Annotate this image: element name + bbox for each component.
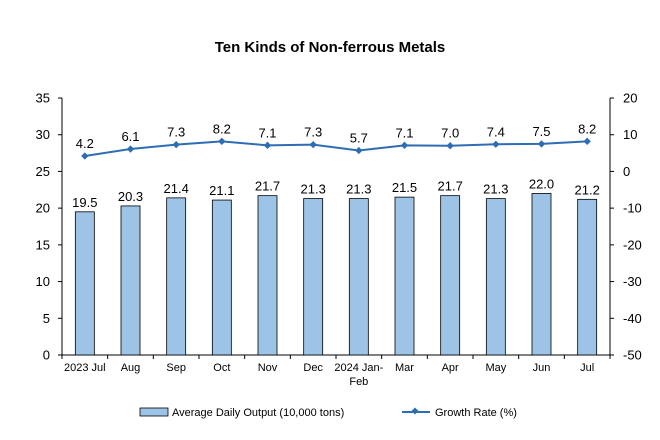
line-data-label: 7.1 xyxy=(395,125,413,140)
x-tick-label: May xyxy=(485,362,506,374)
right-tick-label: -50 xyxy=(623,348,642,363)
right-tick-label: 20 xyxy=(623,91,637,106)
bar-data-label: 21.3 xyxy=(346,182,371,197)
x-tick-label: Oct xyxy=(213,362,230,374)
line-point xyxy=(400,141,409,150)
right-tick-label: 0 xyxy=(623,164,630,179)
bar-data-label: 20.3 xyxy=(118,189,143,204)
line-point xyxy=(126,145,135,153)
bar xyxy=(211,199,232,356)
line-point xyxy=(583,137,591,145)
line-point xyxy=(355,146,363,155)
line-point xyxy=(81,152,89,160)
line-point xyxy=(218,137,226,145)
x-tick-label: Jul xyxy=(580,362,594,374)
bar-data-label: 22.0 xyxy=(529,176,554,191)
right-tick-label: 10 xyxy=(623,127,637,142)
legend-line-marker xyxy=(411,407,419,415)
bar xyxy=(74,211,95,356)
legend-bar-label: Average Daily Output (10,000 tons) xyxy=(172,407,344,419)
bar xyxy=(303,198,324,356)
bar xyxy=(485,198,506,356)
right-tick-label: -10 xyxy=(623,201,642,216)
line-point xyxy=(492,140,500,148)
x-tick-label: Nov xyxy=(258,362,278,374)
left-tick-label: 35 xyxy=(36,91,50,106)
left-tick-label: 10 xyxy=(36,274,50,289)
plot-area: 0 5 10 15 20 25 30 35 -50 -40 -30 -20 -10 0 10 20 2023 J… xyxy=(36,91,642,389)
bar xyxy=(577,198,598,356)
bar-data-label: 21.7 xyxy=(255,179,280,194)
line-data-label: 5.7 xyxy=(350,131,368,146)
legend-bar-swatch xyxy=(139,407,169,417)
legend: Average Daily Output (10,000 tons) Growt… xyxy=(139,407,517,419)
line-point xyxy=(263,141,272,150)
bar xyxy=(348,198,369,356)
bar xyxy=(440,195,461,356)
bar-data-label: 21.3 xyxy=(301,182,326,197)
bar-data-label: 21.7 xyxy=(438,179,463,194)
x-tick-label: Aug xyxy=(121,362,141,374)
x-tick-label: Sep xyxy=(166,362,186,374)
left-tick-label: 5 xyxy=(43,311,50,326)
right-tick-label: -40 xyxy=(623,311,642,326)
x-tick-label: Dec xyxy=(303,362,323,374)
line-data-label: 7.0 xyxy=(441,126,459,141)
line-point xyxy=(172,140,180,149)
right-tick-label: -20 xyxy=(623,237,642,252)
line-data-label: 7.1 xyxy=(258,125,276,140)
x-tick-label: 2024 Jan- xyxy=(334,362,383,374)
x-tick-label: Apr xyxy=(442,362,459,374)
line-data-label: 4.2 xyxy=(76,136,94,151)
bar xyxy=(257,195,278,356)
chart-title: Ten Kinds of Non-ferrous Metals xyxy=(215,39,446,56)
line-data-label: 7.3 xyxy=(304,125,322,140)
bar-data-label: 21.4 xyxy=(164,181,189,196)
line-data-label: 7.4 xyxy=(487,124,505,139)
x-tick-label: 2023 Jul xyxy=(64,362,106,374)
line-data-label: 8.2 xyxy=(578,121,596,136)
line-data-label: 6.1 xyxy=(121,129,139,144)
left-tick-label: 15 xyxy=(36,237,50,252)
growth-rate-line xyxy=(84,140,588,157)
line-point xyxy=(537,140,546,148)
bar xyxy=(531,193,552,356)
x-tick-label: Jun xyxy=(533,362,551,374)
legend-line-label: Growth Rate (%) xyxy=(435,407,517,419)
x-tick-label: Feb xyxy=(349,376,368,388)
left-tick-label: 0 xyxy=(43,348,50,363)
line-data-label: 7.5 xyxy=(532,124,550,139)
bar-data-label: 21.3 xyxy=(483,182,508,197)
left-tick-label: 20 xyxy=(36,201,50,216)
bar xyxy=(166,197,187,356)
right-tick-label: -30 xyxy=(623,274,642,289)
bar-data-label: 19.5 xyxy=(72,195,97,210)
line-point xyxy=(446,142,454,150)
bar-data-label: 21.5 xyxy=(392,180,417,195)
line-data-label: 8.2 xyxy=(213,121,231,136)
line-data-label: 7.3 xyxy=(167,125,185,140)
bar-data-label: 21.1 xyxy=(209,183,234,198)
left-tick-label: 30 xyxy=(36,127,50,142)
bar xyxy=(120,205,141,356)
bar-data-label: 21.2 xyxy=(575,182,600,197)
bar xyxy=(394,196,415,356)
line-point xyxy=(309,140,317,149)
x-tick-label: Mar xyxy=(395,362,414,374)
left-tick-label: 25 xyxy=(36,164,50,179)
